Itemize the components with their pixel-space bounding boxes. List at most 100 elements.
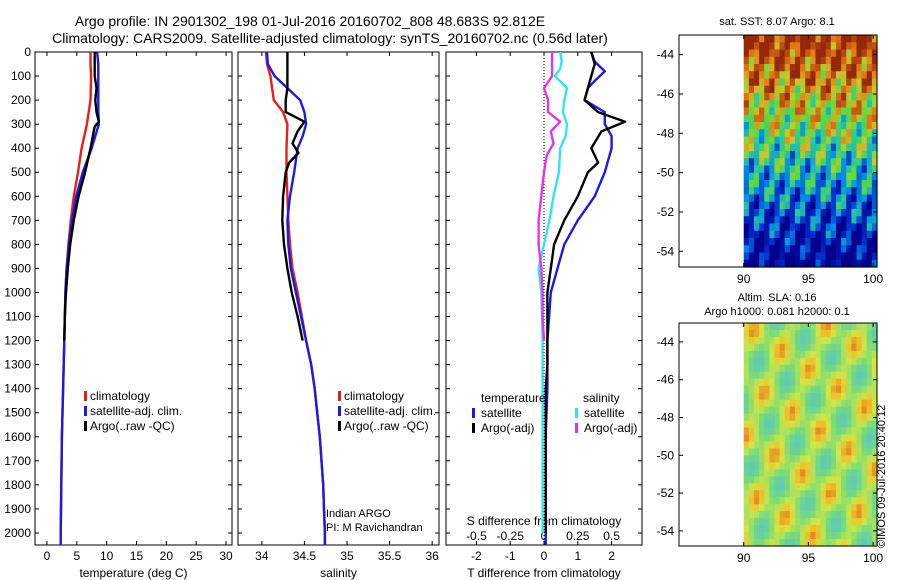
heatmap-cell [800, 143, 806, 152]
heatmap-cell [815, 158, 822, 167]
heatmap-cell [856, 194, 863, 203]
heatmap-cell [846, 71, 852, 80]
heatmap-cell [774, 107, 781, 116]
heatmap-cell [815, 413, 822, 422]
heatmap-cell [789, 136, 796, 145]
heatmap-cell [779, 172, 786, 181]
heatmap-cell [830, 532, 837, 540]
heatmap-cell [815, 427, 822, 436]
heatmap-cell [851, 165, 858, 174]
heatmap-cell [759, 216, 765, 225]
heatmap-cell [866, 476, 873, 484]
heatmap-cell [851, 194, 858, 203]
heatmap-cell [794, 187, 801, 196]
heatmap-cell [810, 539, 817, 547]
heatmap-cell [764, 539, 770, 547]
heatmap-cell [774, 427, 781, 436]
heatmap-cell [774, 143, 781, 152]
heatmap-cell [841, 420, 847, 429]
heatmap-cell [753, 455, 760, 463]
heatmap-cell [779, 329, 786, 338]
heatmap-cell [856, 525, 863, 533]
heatmap-cell [764, 476, 770, 484]
heatmap-cell [743, 122, 750, 130]
heatmap-cell [805, 343, 811, 352]
heatmap-cell [769, 85, 776, 94]
heatmap-cell [841, 497, 847, 505]
heatmap-cell [784, 122, 791, 130]
heatmap-cell [794, 107, 801, 116]
x-tick-label: 1 [574, 549, 581, 563]
heatmap-cell [820, 85, 827, 94]
heatmap-cell [815, 539, 822, 547]
heatmap-cell [851, 511, 858, 519]
heatmap-cell [764, 180, 770, 188]
heatmap-cell [815, 143, 822, 152]
heatmap-cell [759, 194, 765, 203]
heatmap-cell [815, 35, 822, 43]
heatmap-cell [830, 223, 837, 232]
heatmap-cell [800, 455, 806, 463]
heatmap-cell [743, 230, 750, 239]
heatmap-cell [861, 114, 868, 123]
heatmap-cell [835, 180, 842, 188]
heatmap-cell [805, 143, 811, 152]
s-tick-label: 0 [541, 529, 548, 543]
heatmap-cell [784, 114, 791, 123]
sst-map-title: sat. SST: 8.07 Argo: 8.1 [719, 16, 835, 28]
heatmap-cell [851, 129, 858, 138]
heatmap-cell [846, 343, 852, 352]
heatmap-cell [784, 329, 791, 338]
heatmap-cell [753, 371, 760, 380]
heatmap-cell [815, 252, 822, 261]
heatmap-cell [866, 441, 873, 450]
heatmap-cell [805, 469, 811, 477]
heatmap-cell [871, 238, 878, 246]
heatmap-cell [871, 448, 878, 457]
heatmap-cell [856, 151, 863, 159]
heatmap-cell [753, 85, 760, 94]
heatmap-cell [748, 399, 755, 408]
heatmap-cell [851, 490, 858, 498]
heatmap-cell [753, 122, 760, 130]
heatmap-cell [856, 434, 863, 443]
heatmap-cell [800, 129, 806, 138]
heatmap-cell [810, 122, 817, 130]
heatmap-cell [871, 504, 878, 512]
heatmap-cell [794, 245, 801, 254]
heatmap-cell [779, 252, 786, 261]
heatmap-cell [871, 364, 878, 373]
heatmap-cell [789, 194, 796, 203]
heatmap-cell [753, 151, 760, 159]
heatmap-cell [871, 194, 878, 203]
heatmap-cell [841, 532, 847, 540]
heatmap-cell [769, 35, 776, 43]
heatmap-cell [764, 172, 770, 181]
y-tick-label: -54 [657, 524, 675, 538]
heatmap-cell [846, 469, 852, 477]
heatmap-cell [794, 230, 801, 239]
heatmap-cell [866, 78, 873, 87]
heatmap-cell [805, 378, 811, 387]
heatmap-cell [748, 194, 755, 203]
heatmap-cell [774, 399, 781, 408]
heatmap-cell [794, 323, 801, 331]
heatmap-cell [759, 238, 765, 246]
heatmap-cell [794, 143, 801, 152]
heatmap-cell [759, 441, 765, 450]
heatmap-cell [841, 483, 847, 491]
heatmap-cell [856, 532, 863, 540]
difference-panel: -2 -1 0 1 2-0.5 -0.25 0 0.25 0.5S difference fro… [445, 51, 643, 580]
heatmap-cell [800, 329, 806, 338]
heatmap-cell [784, 252, 791, 261]
heatmap-cell [759, 49, 765, 58]
heatmap-cell [800, 209, 806, 217]
heatmap-cell [871, 49, 878, 58]
heatmap-cell [820, 441, 827, 450]
heatmap-cell [835, 223, 842, 232]
heatmap-cell [743, 469, 750, 477]
heatmap-cell [759, 357, 765, 366]
heatmap-cell [866, 85, 873, 94]
heatmap-cell [753, 93, 760, 101]
heatmap-cell [825, 42, 832, 51]
